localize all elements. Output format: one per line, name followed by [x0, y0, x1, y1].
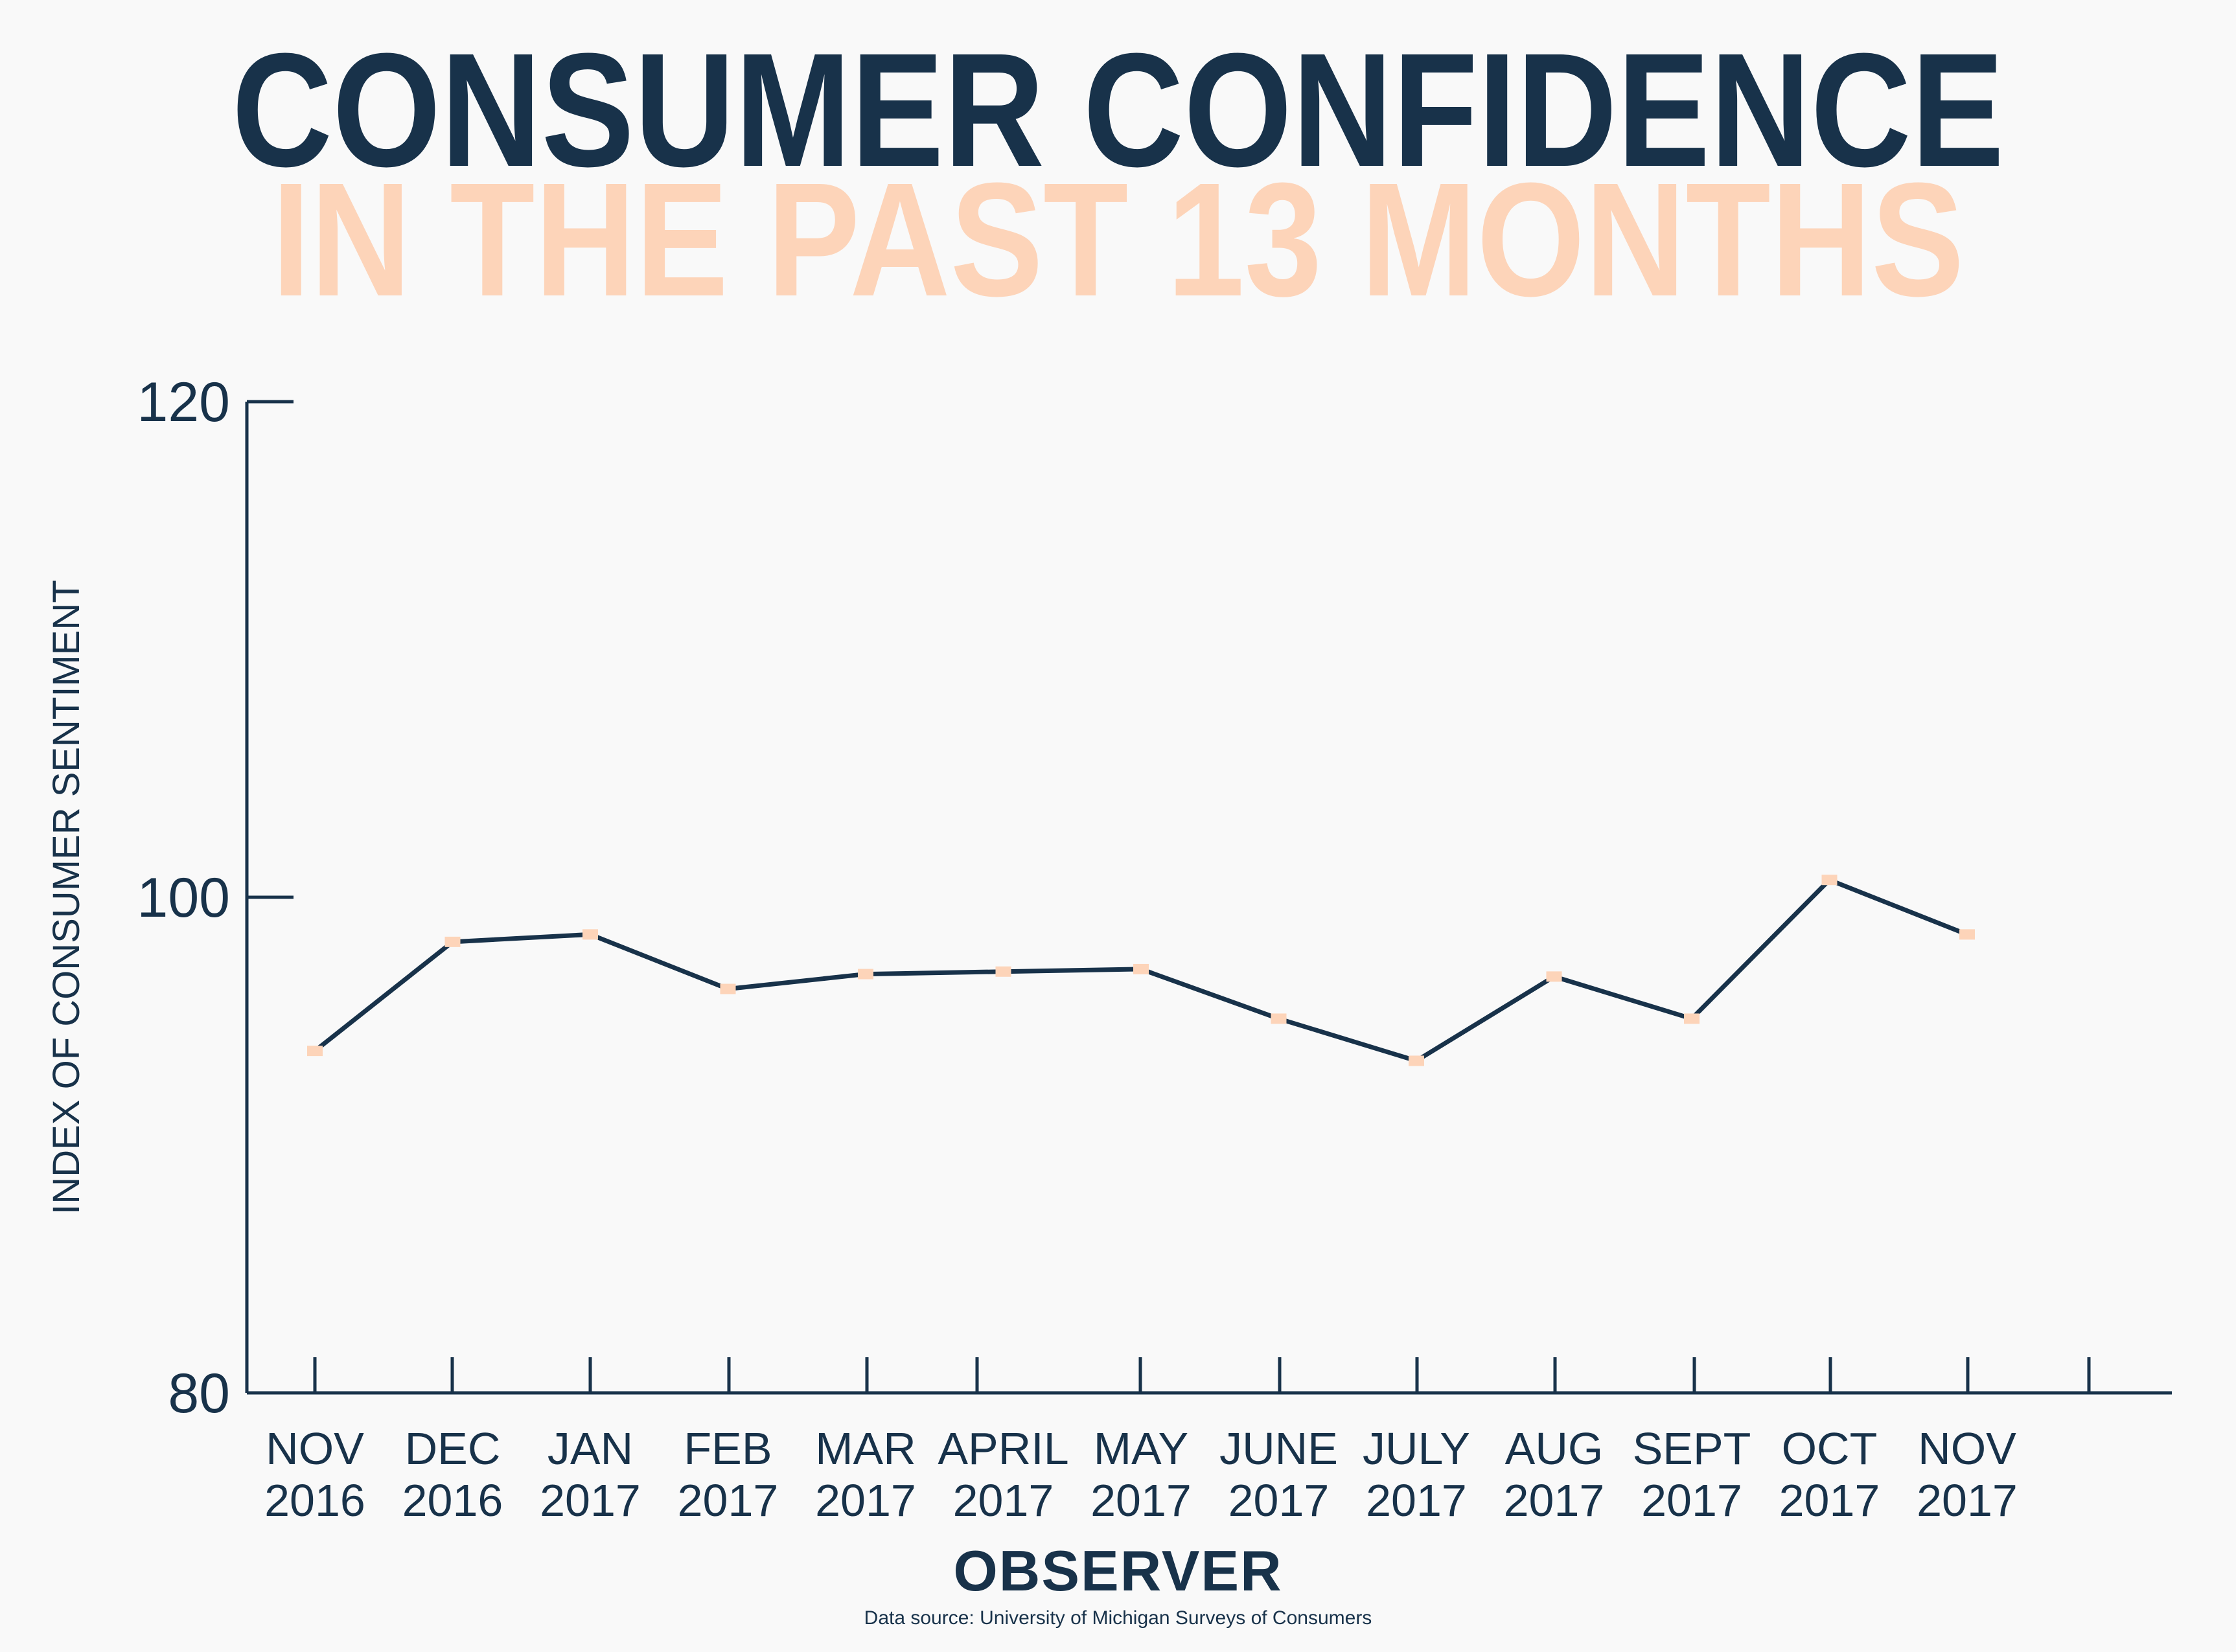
x-tick-year: 2017	[1366, 1475, 1467, 1526]
x-tick-month: MAY	[1094, 1423, 1189, 1474]
x-tick-label: FEB 2017	[678, 1423, 779, 1526]
x-tick-label: MAR 2017	[815, 1423, 916, 1526]
x-tick-year: 2017	[1779, 1475, 1880, 1526]
x-tick-year: 2017	[953, 1475, 1054, 1526]
x-tick-label: OCT 2017	[1779, 1423, 1880, 1526]
x-tick-month: DEC	[405, 1423, 501, 1474]
brand-logo: OBSERVER	[953, 1539, 1283, 1603]
chart-subtitle: IN THE PAST 13 MONTHS	[271, 149, 1965, 330]
x-tick-label: MAY 2017	[1090, 1423, 1192, 1526]
x-tick-year: 2017	[1641, 1475, 1742, 1526]
x-tick-year: 2016	[402, 1475, 503, 1526]
x-tick-year: 2017	[1090, 1475, 1192, 1526]
x-tick-label: JAN 2017	[540, 1423, 641, 1526]
x-tick-label: NOV 2016	[264, 1423, 365, 1526]
data-point	[1821, 875, 1838, 886]
x-tick-month: APRIL	[938, 1423, 1068, 1474]
data-point	[1271, 1013, 1287, 1024]
x-tick-year: 2017	[1917, 1475, 2018, 1526]
x-tick-month: JULY	[1363, 1423, 1470, 1474]
data-point	[1409, 1055, 1424, 1066]
x-tick-year: 2017	[1228, 1475, 1330, 1526]
y-axis-label: INDEX OF CONSUMER SENTIMENT	[45, 580, 87, 1215]
x-tick-label: SEPT 2017	[1633, 1423, 1751, 1526]
chart-axes	[245, 402, 2172, 1395]
x-tick-label: JUNE 2017	[1219, 1423, 1338, 1526]
x-tick-label: JULY 2017	[1363, 1423, 1470, 1526]
data-point	[995, 966, 1011, 977]
x-tick-label: DEC 2016	[402, 1423, 503, 1526]
x-tick-year: 2016	[264, 1475, 365, 1526]
data-point	[444, 936, 461, 947]
y-tick-label: 80	[168, 1362, 230, 1425]
data-source: Data source: University of Michigan Surv…	[864, 1607, 1372, 1629]
x-tick-month: JUNE	[1219, 1423, 1338, 1474]
y-tick-label: 120	[137, 371, 231, 433]
x-tick-month: AUG	[1505, 1423, 1604, 1474]
x-tick-month: JAN	[547, 1423, 633, 1474]
series-line	[307, 875, 1975, 1066]
x-tick-month: MAR	[815, 1423, 916, 1474]
x-tick-year: 2017	[815, 1475, 916, 1526]
x-tick-month: OCT	[1782, 1423, 1878, 1474]
data-point	[1546, 971, 1562, 982]
x-tick-year: 2017	[540, 1475, 641, 1526]
data-point	[307, 1046, 323, 1057]
x-tick-year: 2017	[1504, 1475, 1605, 1526]
data-point	[858, 969, 873, 980]
x-tick-month: FEB	[684, 1423, 772, 1474]
data-point	[720, 983, 736, 994]
y-tick-label: 100	[137, 867, 231, 929]
x-tick-month: NOV	[1918, 1423, 2016, 1474]
x-tick-year: 2017	[678, 1475, 779, 1526]
x-tick-month: SEPT	[1633, 1423, 1751, 1474]
x-tick-label: APRIL 2017	[938, 1423, 1068, 1526]
data-point	[582, 929, 598, 940]
data-point	[1133, 963, 1149, 974]
data-point	[1684, 1013, 1700, 1024]
x-tick-month: NOV	[266, 1423, 364, 1474]
x-tick-label: NOV 2017	[1917, 1423, 2018, 1526]
y-axis-ticks: 80 100 120	[137, 371, 294, 1425]
chart-title: CONSUMER CONFIDENCE	[231, 19, 2005, 200]
data-point	[1959, 929, 1975, 940]
x-tick-label: AUG 2017	[1504, 1423, 1605, 1526]
